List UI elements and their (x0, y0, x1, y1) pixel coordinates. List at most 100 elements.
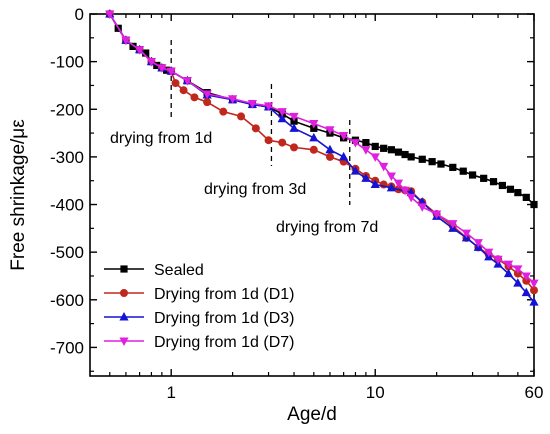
data-point (484, 248, 494, 258)
data-point (362, 139, 370, 147)
data-point (530, 286, 538, 295)
data-point (417, 203, 427, 212)
data-point (278, 138, 287, 147)
data-point (530, 200, 538, 209)
data-point (503, 268, 514, 278)
data-point (407, 153, 415, 161)
data-point (289, 123, 299, 132)
y-tick-label: 0 (75, 5, 84, 24)
data-point (325, 144, 335, 154)
data-point (522, 193, 530, 201)
y-tick-label: -400 (50, 196, 84, 215)
data-point (448, 220, 458, 229)
data-point (493, 255, 503, 265)
data-point (309, 132, 319, 142)
legend-marker (120, 289, 128, 297)
series-3 (105, 10, 539, 289)
x-tick-label: 1 (166, 383, 175, 402)
data-point (473, 239, 483, 248)
data-point (437, 160, 445, 168)
data-point (309, 120, 319, 129)
data-point (480, 174, 488, 182)
series-line (109, 13, 535, 284)
data-point (513, 278, 523, 287)
data-point (339, 131, 349, 141)
legend: Sealed Drying from 1d (D1) Drying from 1d … (104, 262, 294, 351)
data-point (459, 167, 467, 175)
plot-frame (89, 13, 535, 377)
series-line (109, 13, 535, 303)
data-point (121, 36, 131, 46)
data-point (529, 279, 539, 289)
data-point (386, 172, 396, 181)
data-point (203, 98, 212, 107)
data-point (202, 90, 212, 100)
data-point (489, 178, 498, 186)
data-point (380, 144, 388, 152)
y-tick-label: -100 (50, 53, 84, 72)
y-tick-label: -700 (50, 338, 84, 357)
data-point (418, 155, 426, 163)
legend-item: Sealed (104, 262, 204, 279)
data-point (468, 171, 477, 179)
data-point (339, 151, 349, 161)
data-point (228, 95, 238, 104)
data-point (325, 152, 334, 161)
data-point (179, 86, 188, 95)
annotation-label: drying from 7d (276, 219, 378, 236)
data-point (461, 229, 472, 239)
data-point (129, 42, 137, 50)
y-tick-label: -500 (50, 243, 84, 262)
data-point (428, 158, 436, 166)
data-point (503, 260, 514, 270)
annotation-label: drying from 1d (110, 130, 212, 147)
data-point (277, 108, 287, 117)
data-point (182, 77, 192, 86)
data-point (237, 112, 246, 121)
data-point (142, 49, 150, 57)
y-axis: 0 -100 -200 -300 -400 -500 -600 -700 (50, 5, 534, 372)
data-point (219, 107, 228, 116)
legend-item: Drying from 1d (D3) (104, 310, 294, 327)
data-point (393, 179, 404, 189)
data-point (350, 166, 361, 175)
annotation-label: drying from 3d (204, 181, 306, 198)
legend-marker (119, 312, 129, 321)
legend-item: Drying from 1d (D7) (104, 334, 294, 351)
data-point (521, 272, 531, 281)
data-point (171, 79, 180, 88)
x-axis-title: Age/d (287, 404, 337, 425)
data-point (394, 148, 403, 156)
annotation-lines (170, 40, 351, 205)
data-point (251, 124, 260, 133)
series-layer (105, 9, 539, 306)
data-point (449, 163, 457, 171)
data-point (529, 297, 539, 306)
data-point (361, 173, 371, 182)
data-point (498, 181, 506, 190)
data-point (166, 67, 176, 77)
data-point (401, 150, 409, 159)
data-point (247, 100, 257, 109)
data-point (325, 126, 335, 135)
y-axis-title: Free shrinkage/με (8, 119, 29, 271)
data-point (264, 136, 273, 145)
data-point (514, 189, 522, 197)
data-point (263, 102, 274, 111)
data-point (432, 210, 442, 220)
y-tick-label: -200 (50, 100, 84, 119)
data-point (521, 287, 531, 297)
data-point (157, 64, 167, 73)
data-point (386, 182, 396, 192)
x-tick-label: 10 (366, 383, 385, 402)
data-point (506, 185, 515, 193)
data-point (513, 265, 523, 274)
y-tick-label: -300 (50, 148, 84, 167)
data-point (370, 153, 380, 162)
legend-label: Sealed (154, 262, 204, 279)
legend-marker (119, 337, 129, 346)
data-point (371, 142, 379, 151)
data-point (370, 179, 380, 189)
data-point (400, 186, 410, 196)
